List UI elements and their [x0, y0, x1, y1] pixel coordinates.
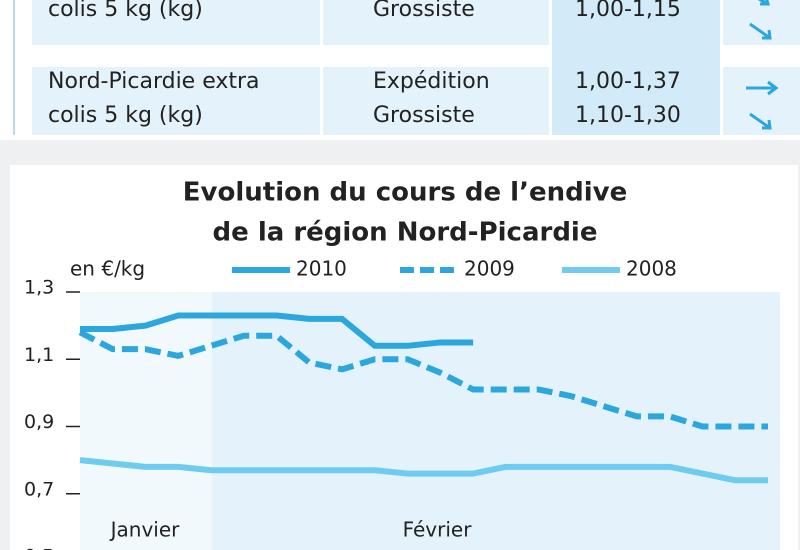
product: colis 5 kg (kg) — [48, 0, 203, 22]
cell — [32, 0, 320, 45]
legend-label: 2008 — [626, 257, 677, 281]
cell — [323, 0, 549, 45]
product: colis 5 kg (kg) — [48, 103, 203, 128]
chart-title: de la région Nord-Picardie — [213, 218, 598, 248]
y-tick-label: 1,3 — [24, 277, 54, 299]
arrow-down — [749, 112, 772, 130]
month-label: Février — [403, 518, 473, 542]
cell — [552, 0, 720, 45]
arrow-down — [749, 22, 772, 40]
january-band — [80, 292, 212, 550]
product: Nord-Picardie extra — [48, 69, 260, 94]
cell — [723, 0, 800, 45]
table-background — [32, 0, 800, 135]
cell — [552, 45, 720, 135]
price: 1,10-1,30 — [575, 103, 681, 128]
cell — [723, 67, 800, 135]
market: Expédition — [373, 69, 490, 94]
series-line — [78, 329, 768, 430]
cell — [32, 67, 320, 135]
arrow-right — [746, 80, 779, 96]
month-label: Janvier — [109, 518, 181, 542]
series-line — [79, 457, 768, 484]
legend-label: 2009 — [464, 257, 515, 281]
trend-arrows — [746, 0, 779, 130]
market: Grossiste — [373, 103, 475, 128]
price: 1,00-1,15 — [575, 0, 681, 22]
y-tick-label: 1,1 — [24, 344, 54, 366]
y-tick-label: 0,9 — [24, 411, 54, 433]
price: 1,00-1,37 — [575, 69, 681, 94]
chart-title: Evolution du cours de l’endive — [183, 178, 627, 208]
y-tick-label: 0,5 — [24, 546, 54, 550]
market: Grossiste — [373, 0, 475, 22]
legend-label: 2010 — [296, 257, 347, 281]
arrow-down — [757, 0, 770, 6]
cell — [323, 67, 549, 135]
chart: Evolution du cours de l’endive de la rég… — [24, 178, 780, 550]
y-axis-label: en €/kg — [70, 257, 145, 281]
table: Nord-Picardie extra colis 5 kg (kg) Expédi… — [48, 0, 681, 128]
y-tick-label: 0,7 — [24, 478, 54, 500]
series-line — [80, 312, 474, 349]
